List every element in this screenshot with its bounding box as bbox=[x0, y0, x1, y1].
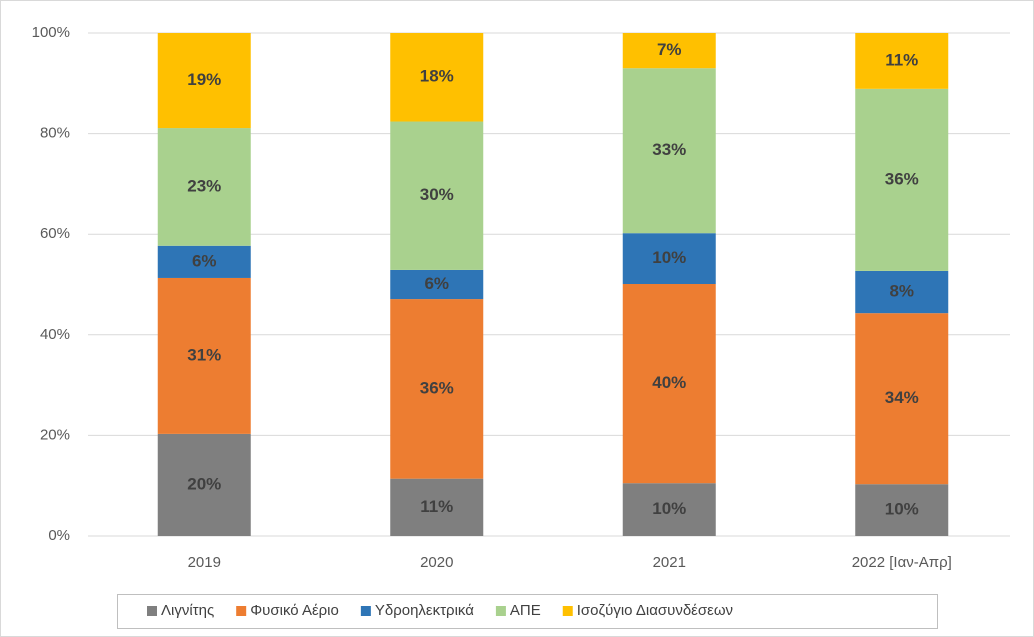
legend-swatch bbox=[147, 606, 157, 616]
data-label: 7% bbox=[657, 40, 682, 59]
data-label: 6% bbox=[192, 251, 217, 270]
x-tick-label: 2019 bbox=[188, 554, 221, 571]
y-tick-label: 100% bbox=[32, 24, 70, 41]
legend-box bbox=[117, 594, 938, 629]
bar-segment bbox=[855, 484, 949, 536]
data-label: 8% bbox=[889, 282, 914, 301]
bar-segment bbox=[390, 121, 484, 270]
legend-swatch bbox=[495, 606, 506, 616]
y-tick-label: 20% bbox=[40, 426, 70, 443]
data-label: 30% bbox=[420, 185, 454, 204]
bar-segment bbox=[157, 33, 251, 129]
bar-segment bbox=[855, 33, 949, 89]
data-label: 34% bbox=[885, 388, 919, 407]
x-tick-label: 2020 bbox=[420, 554, 453, 571]
legend-swatch bbox=[236, 606, 247, 616]
bar-segment bbox=[390, 33, 484, 122]
data-label: 19% bbox=[187, 70, 221, 89]
bar-segment bbox=[622, 68, 716, 234]
bar-segment bbox=[157, 245, 251, 278]
x-tick-label: 2021 bbox=[653, 554, 686, 571]
data-label: 20% bbox=[187, 474, 221, 493]
bar-segment bbox=[855, 313, 949, 485]
data-label: 6% bbox=[424, 274, 449, 293]
data-label: 10% bbox=[652, 248, 686, 267]
data-label: 36% bbox=[420, 378, 454, 397]
bar-segment bbox=[390, 478, 484, 536]
legend-label: Λιγνίτης bbox=[161, 602, 214, 619]
x-tick-label: 2022 [Ιαν-Απρ] bbox=[852, 554, 952, 571]
data-label: 10% bbox=[885, 500, 919, 519]
y-tick-label: 60% bbox=[40, 225, 70, 242]
bar-segment bbox=[157, 128, 251, 246]
legend-label: ΑΠΕ bbox=[510, 602, 541, 619]
data-label: 11% bbox=[885, 50, 918, 69]
legend-label: Φυσικό Αέριο bbox=[250, 602, 339, 619]
bar-segment bbox=[622, 233, 716, 284]
data-label: 10% bbox=[652, 499, 686, 518]
bar-segment bbox=[390, 269, 484, 300]
data-label: 36% bbox=[885, 169, 919, 188]
legend-label: Υδροηλεκτρικά bbox=[375, 602, 474, 619]
bar-segment bbox=[622, 483, 716, 536]
bar-segment bbox=[157, 277, 251, 434]
bar-segment bbox=[157, 433, 251, 536]
data-label: 40% bbox=[652, 373, 686, 392]
bar-segment bbox=[622, 283, 716, 484]
y-tick-label: 40% bbox=[40, 326, 70, 343]
bar-segment bbox=[390, 299, 484, 479]
data-label: 11% bbox=[420, 497, 453, 516]
y-tick-label: 80% bbox=[40, 125, 70, 142]
legend-swatch bbox=[562, 606, 573, 616]
bar-segment bbox=[855, 270, 949, 314]
legend-swatch bbox=[360, 606, 371, 616]
data-label: 23% bbox=[187, 176, 221, 195]
y-tick-label: 0% bbox=[48, 527, 70, 544]
data-label: 31% bbox=[187, 345, 221, 364]
bar-segment bbox=[855, 88, 949, 271]
data-label: 18% bbox=[420, 67, 454, 86]
bar-segment bbox=[622, 33, 716, 69]
data-label: 33% bbox=[652, 140, 686, 159]
legend-label: Ισοζύγιο Διασυνδέσεων bbox=[577, 602, 733, 619]
